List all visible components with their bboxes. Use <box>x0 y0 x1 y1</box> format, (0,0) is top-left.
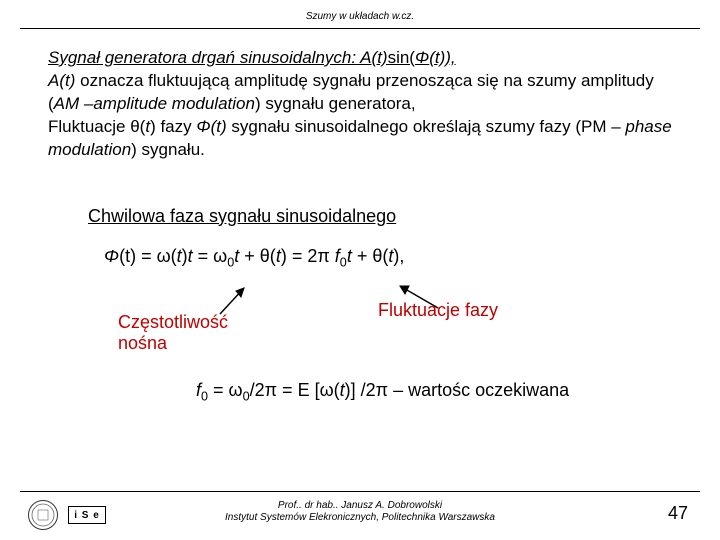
main-content: Sygnał generatora drgań sinusoidalnych: … <box>0 29 720 405</box>
t: )] /2π – wartośc oczekiwana <box>345 380 570 400</box>
university-seal-icon <box>28 500 58 530</box>
t: ) sygnału. <box>131 140 205 159</box>
t: A <box>356 48 371 67</box>
ise-logo: i S e <box>68 506 106 524</box>
slide-header: Szumy w układach w.cz. <box>0 0 720 26</box>
t: ) sygnału generatora, <box>255 94 416 113</box>
t: /2π = E [ω( <box>250 380 340 400</box>
header-title: Szumy w układach w.cz. <box>306 11 414 22</box>
footer-institute: Instytut Systemów Elekronicznych, Polite… <box>225 512 495 523</box>
divider-bottom <box>20 491 700 492</box>
label-phase-fluct: Fluktuacje fazy <box>378 298 498 322</box>
footer-author: Prof.. dr hab.. Janusz A. Dobrowolski <box>278 500 442 511</box>
t: A <box>48 71 59 90</box>
t: (t) <box>211 117 227 136</box>
t: Φ <box>196 117 210 136</box>
t: Φ <box>415 48 429 67</box>
t: ) fazy <box>150 117 196 136</box>
t: + θ( <box>239 246 276 266</box>
intro-underline: Sygnał generatora drgań sinusoidalnych: … <box>48 48 456 67</box>
slide-footer: i S e Prof.. dr hab.. Janusz A. Dobrowol… <box>0 494 720 534</box>
page-number: 47 <box>668 503 688 524</box>
t: ) = 2π <box>281 246 335 266</box>
equation-phase: Φ(t) = ω(t)t = ω0t + θ(t) = 2π f0t + θ(t… <box>104 244 680 272</box>
intro-paragraph: Sygnał generatora drgań sinusoidalnych: … <box>48 47 680 162</box>
t: 0 <box>201 389 208 403</box>
t: ), <box>393 246 404 266</box>
t: (t) <box>119 246 136 266</box>
t: sin( <box>388 48 415 67</box>
annotation-labels: Częstotliwość nośna Fluktuacje fazy <box>48 290 680 370</box>
t: = ω <box>208 380 243 400</box>
t: 0 <box>243 389 250 403</box>
t: = ω <box>193 246 228 266</box>
t: Częstotliwość <box>118 312 228 332</box>
t: Φ <box>104 246 119 266</box>
t: (t) <box>59 71 75 90</box>
t: = ω( <box>136 246 177 266</box>
t: Fluktuacje θ( <box>48 117 145 136</box>
equation-f0: f0 = ω0/2π = E [ω(t)] /2π – wartośc ocze… <box>196 378 680 406</box>
t: Sygnał generatora drgań sinusoidalnych: <box>48 48 356 67</box>
footer-attribution: Prof.. dr hab.. Janusz A. Dobrowolski In… <box>0 494 720 524</box>
t: (t) <box>372 48 388 67</box>
t: AM –amplitude modulation <box>54 94 255 113</box>
section-title: Chwilowa faza sygnału sinusoidalnego <box>88 204 680 228</box>
t: sygnału sinusoidalnego określają szumy f… <box>227 117 626 136</box>
t: (t)), <box>429 48 455 67</box>
label-carrier-freq: Częstotliwość nośna <box>118 312 228 355</box>
t: 0 <box>340 256 347 270</box>
t: + θ( <box>352 246 389 266</box>
t: nośna <box>118 333 167 353</box>
